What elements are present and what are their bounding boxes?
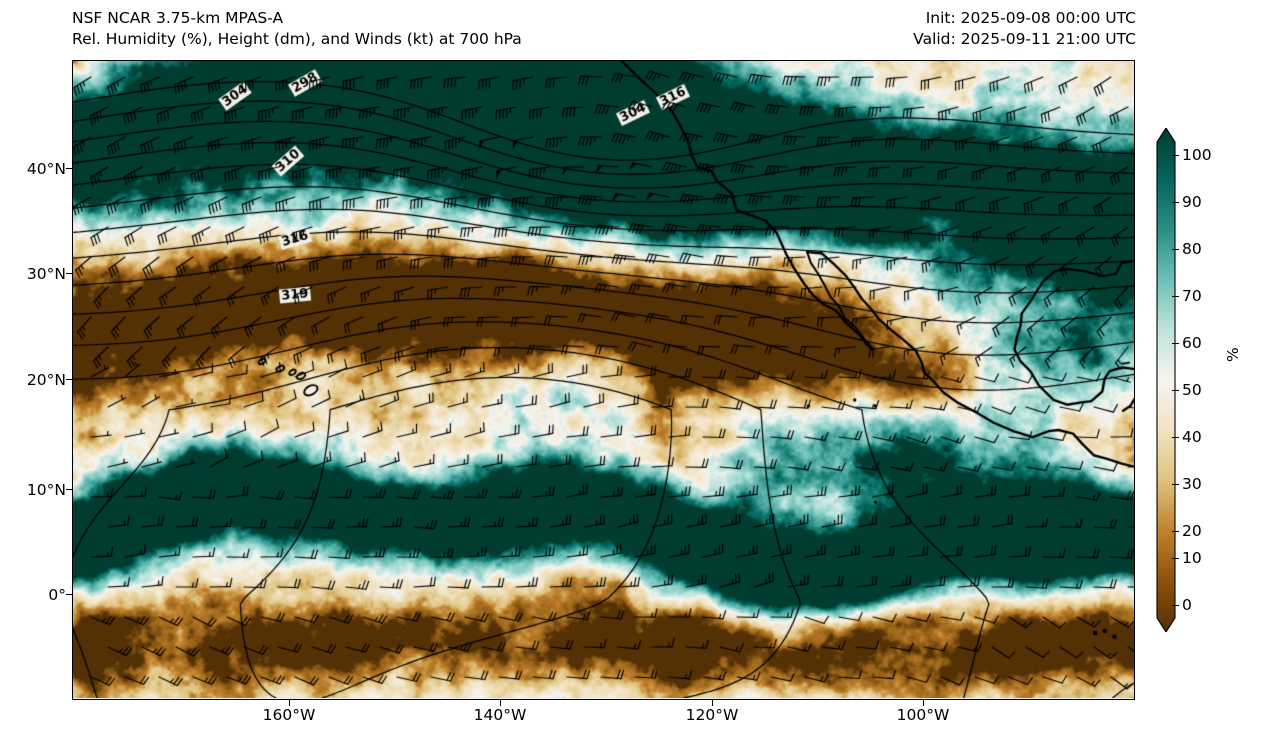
y-tick-label-40n: 40°N bbox=[26, 160, 66, 178]
model-name-line: NSF NCAR 3.75-km MPAS-A bbox=[72, 9, 284, 27]
colorbar-tick-70 bbox=[1172, 296, 1179, 298]
y-tick-label-20n: 20°N bbox=[26, 371, 66, 389]
colorbar-label-20: 20 bbox=[1182, 522, 1202, 540]
chart-metadata-block: Init: 2025-09-08 00:00 UTC Valid: 2025-0… bbox=[913, 8, 1136, 50]
y-tick-label-10n: 10°N bbox=[26, 481, 66, 499]
y-tick-mark-30n bbox=[66, 273, 72, 275]
colorbar-label-40: 40 bbox=[1182, 428, 1202, 446]
colorbar-label-50: 50 bbox=[1182, 381, 1202, 399]
colorbar-tick-30 bbox=[1172, 484, 1179, 486]
colorbar-tick-80 bbox=[1172, 249, 1179, 251]
y-tick-label-30n: 30°N bbox=[26, 265, 66, 283]
y-tick-mark-40n bbox=[66, 168, 72, 170]
y-tick-mark-20n bbox=[66, 379, 72, 381]
x-tick-label-160w: 160°W bbox=[262, 706, 316, 724]
relative-humidity-field bbox=[73, 61, 1134, 698]
colorbar-label-100: 100 bbox=[1182, 146, 1212, 164]
colorbar-label-0: 0 bbox=[1182, 596, 1192, 614]
field-description-line: Rel. Humidity (%), Height (dm), and Wind… bbox=[72, 30, 522, 48]
colorbar-label-30: 30 bbox=[1182, 475, 1202, 493]
x-tick-mark-160w bbox=[289, 700, 291, 706]
colorbar-tick-0 bbox=[1172, 605, 1179, 607]
colorbar-tick-90 bbox=[1172, 202, 1179, 204]
colorbar-label-90: 90 bbox=[1182, 193, 1202, 211]
y-tick-mark-0 bbox=[66, 594, 72, 596]
x-tick-mark-140w bbox=[500, 700, 502, 706]
colorbar-tick-60 bbox=[1172, 343, 1179, 345]
colorbar-tick-40 bbox=[1172, 437, 1179, 439]
colorbar-label-70: 70 bbox=[1182, 287, 1202, 305]
colorbar-label-60: 60 bbox=[1182, 334, 1202, 352]
colorbar-gradient bbox=[1156, 128, 1176, 632]
colorbar bbox=[1154, 128, 1178, 632]
x-tick-label-140w: 140°W bbox=[473, 706, 527, 724]
colorbar-tick-20 bbox=[1172, 531, 1179, 533]
colorbar-tick-10 bbox=[1172, 558, 1179, 560]
map-plot-area bbox=[72, 60, 1135, 700]
x-tick-mark-100w bbox=[923, 700, 925, 706]
colorbar-label-80: 80 bbox=[1182, 240, 1202, 258]
x-tick-mark-120w bbox=[712, 700, 714, 706]
init-time-line: Init: 2025-09-08 00:00 UTC bbox=[925, 9, 1136, 27]
y-tick-mark-10n bbox=[66, 489, 72, 491]
y-tick-label-0: 0° bbox=[48, 586, 66, 604]
x-tick-label-100w: 100°W bbox=[896, 706, 950, 724]
colorbar-label-10: 10 bbox=[1182, 549, 1202, 567]
valid-time-line: Valid: 2025-09-11 21:00 UTC bbox=[913, 30, 1136, 48]
colorbar-unit-label: % bbox=[1224, 347, 1242, 362]
colorbar-tick-50 bbox=[1172, 390, 1179, 392]
colorbar-tick-100 bbox=[1172, 155, 1179, 157]
x-tick-label-120w: 120°W bbox=[685, 706, 739, 724]
chart-title-block: NSF NCAR 3.75-km MPAS-A Rel. Humidity (%… bbox=[72, 8, 712, 50]
